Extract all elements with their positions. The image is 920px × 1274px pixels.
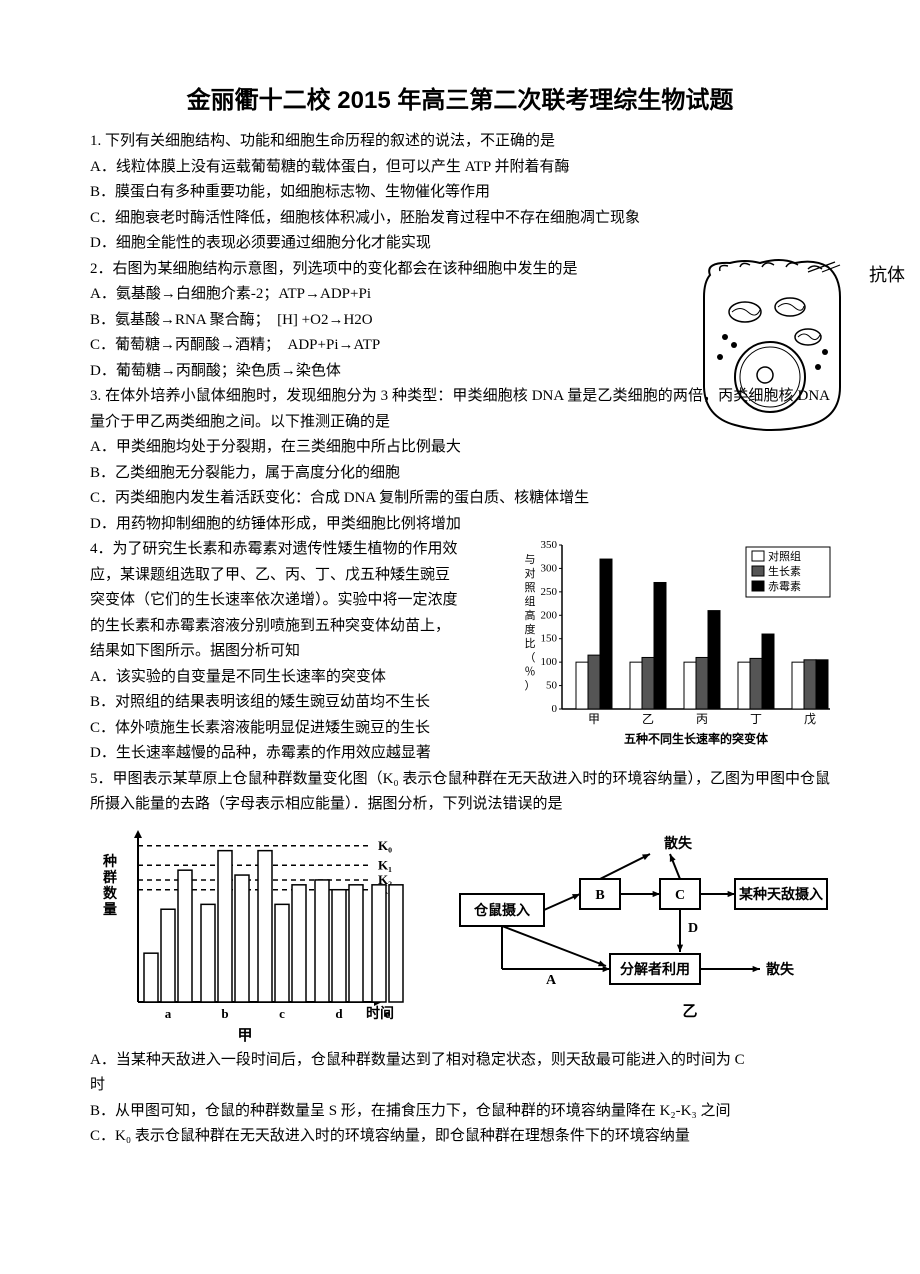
svg-text:散失: 散失 — [664, 835, 693, 852]
q5-option-c: C．K₀ 表示仓鼠种群在无天敌进入时的环境容纳量，即仓鼠种群在理想条件下的环境容… — [90, 1124, 830, 1150]
q5-option-a-2: 时 — [90, 1073, 830, 1099]
q3-option-c: C．丙类细胞内发生着活跃变化：合成 DNA 复制所需的蛋白质、核糖体增生 — [90, 486, 830, 512]
svg-text:组: 组 — [525, 594, 536, 608]
svg-text:戊: 戊 — [804, 712, 816, 726]
q1-option-c: C．细胞衰老时酶活性降低，细胞核体积减小，胚胎发育过程中不存在细胞凋亡现象 — [90, 206, 830, 232]
q2-option-b: B．氨基酸→RNA 聚合酶； [H] +O2→H2O — [90, 308, 665, 334]
svg-text:300: 300 — [541, 562, 558, 574]
q4-option-b: B．对照组的结果表明该组的矮生豌豆幼苗均不生长 — [90, 690, 510, 716]
q5-fig-right: 仓鼠摄入BC某种天敌摄入分解者利用散失散失AD乙 — [450, 824, 830, 1024]
q1-option-a: A．线粒体膜上没有运载葡萄糖的载体蛋白，但可以产生 ATP 并附着有酶 — [90, 155, 830, 181]
q5-option-a-1: A．当某种天敌进入一段时间后，仓鼠种群数量达到了相对稳定状态，则天敌最可能进入的… — [90, 1048, 830, 1074]
svg-text:丁: 丁 — [750, 712, 762, 726]
svg-text:量: 量 — [103, 902, 117, 918]
svg-text:K₁: K₁ — [378, 857, 392, 872]
svg-text:比: 比 — [525, 637, 536, 650]
svg-text:照: 照 — [525, 581, 536, 594]
svg-text:分解者利用: 分解者利用 — [620, 961, 690, 978]
q1-option-d: D．细胞全能性的表现必须要通过细胞分化才能实现 — [90, 231, 830, 257]
svg-text:仓鼠摄入: 仓鼠摄入 — [473, 902, 530, 919]
svg-text:种: 种 — [102, 853, 117, 870]
antibody-label: 抗体 — [869, 261, 905, 287]
svg-text:d: d — [335, 1006, 343, 1021]
q4-stem-1: 4．为了研究生长素和赤霉素对遗传性矮生植物的作用效 — [90, 537, 510, 563]
svg-text:a: a — [165, 1006, 172, 1021]
q5-stem: 5．甲图表示某草原上仓鼠种群数量变化图（K₀ 表示仓鼠种群在无天敌进入时的环境容… — [90, 767, 830, 818]
svg-text:A: A — [546, 973, 557, 988]
q4-stem-4: 的生长素和赤霉素溶液分别喷施到五种突变体幼苗上， — [90, 614, 510, 640]
svg-text:350: 350 — [541, 539, 558, 551]
svg-text:250: 250 — [541, 586, 558, 598]
svg-text:数: 数 — [103, 885, 118, 902]
svg-text:生长素: 生长素 — [768, 564, 801, 578]
q4-bar-chart: 050100150200250300350与对照组高度比（％）甲乙丙丁戊五种不同… — [520, 537, 840, 747]
svg-text:赤霉素: 赤霉素 — [768, 580, 801, 593]
q4-stem-3: 突变体（它们的生长速率依次递增）。实验中将一定浓度 — [90, 588, 510, 614]
svg-text:150: 150 — [541, 633, 558, 645]
exam-title: 金丽衢十二校 2015 年高三第二次联考理综生物试题 — [90, 80, 830, 115]
svg-text:对照组: 对照组 — [768, 549, 801, 563]
q1-stem: 1. 下列有关细胞结构、功能和细胞生命历程的叙述的说法，不正确的是 — [90, 129, 830, 155]
q1-option-b: B．膜蛋白有多种重要功能，如细胞标志物、生物催化等作用 — [90, 180, 830, 206]
svg-text:100: 100 — [541, 656, 558, 668]
q4-stem-2: 应，某课题组选取了甲、乙、丙、丁、戊五种矮生豌豆 — [90, 563, 510, 589]
q2-option-c: C．葡萄糖→丙酮酸→酒精； ADP+Pi→ATP — [90, 333, 665, 359]
svg-text:乙: 乙 — [682, 1004, 697, 1020]
svg-text:某种天敌摄入: 某种天敌摄入 — [739, 886, 823, 903]
cell-diagram: 抗体 — [690, 257, 850, 432]
q5-option-b: B．从甲图可知，仓鼠的种群数量呈 S 形，在捕食压力下，仓鼠种群的环境容纳量降在… — [90, 1099, 830, 1125]
svg-text:C: C — [675, 888, 685, 903]
svg-text:c: c — [279, 1006, 285, 1021]
svg-text:50: 50 — [546, 680, 558, 692]
svg-text:甲: 甲 — [237, 1027, 252, 1044]
svg-text:（: （ — [525, 651, 536, 664]
svg-text:甲: 甲 — [588, 712, 600, 726]
svg-text:五种不同生长速率的突变体: 五种不同生长速率的突变体 — [624, 731, 769, 746]
svg-text:200: 200 — [541, 609, 558, 621]
svg-text:0: 0 — [552, 703, 558, 715]
q3-option-b: B．乙类细胞无分裂能力，属于高度分化的细胞 — [90, 461, 830, 487]
svg-text:B: B — [595, 888, 604, 903]
q5-fig-left: 种群数量K₀K₁K₂K₃abcde时间甲 — [90, 824, 420, 1044]
svg-text:高: 高 — [525, 608, 536, 622]
svg-text:群: 群 — [102, 869, 117, 886]
q3-option-d: D．用药物抑制细胞的纺锤体形成，甲类细胞比例将增加 — [90, 512, 830, 538]
svg-text:）: ） — [525, 679, 536, 692]
q3-option-a: A．甲类细胞均处于分裂期，在三类细胞中所占比例最大 — [90, 435, 830, 461]
svg-text:时间: 时间 — [366, 1005, 394, 1022]
svg-text:与: 与 — [525, 553, 536, 566]
svg-text:D: D — [688, 921, 698, 936]
svg-text:b: b — [221, 1006, 228, 1021]
svg-text:丙: 丙 — [696, 712, 708, 726]
q2-stem: 2．右图为某细胞结构示意图，列选项中的变化都会在该种细胞中发生的是 — [90, 257, 665, 283]
svg-text:对: 对 — [525, 566, 536, 580]
svg-text:散失: 散失 — [766, 961, 795, 978]
q4-stem-5: 结果如下图所示。据图分析可知 — [90, 639, 510, 665]
q2-option-d: D．葡萄糖→丙酮酸；染色质→染色体 — [90, 359, 665, 385]
svg-text:度: 度 — [525, 622, 536, 636]
svg-text:K₀: K₀ — [378, 837, 392, 852]
q2-option-a: A．氨基酸→白细胞介素-2；ATP→ADP+Pi — [90, 282, 665, 308]
svg-text:％: ％ — [525, 666, 536, 678]
svg-text:乙: 乙 — [642, 712, 654, 726]
q4-option-a: A．该实验的自变量是不同生长速率的突变体 — [90, 665, 510, 691]
